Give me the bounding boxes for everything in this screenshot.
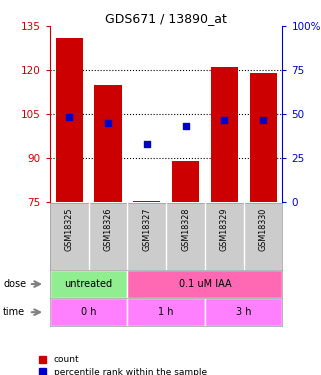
Point	[105, 120, 110, 126]
Bar	[249, 73, 277, 202]
Text: GSM18330: GSM18330	[259, 208, 268, 251]
Point	[183, 123, 188, 129]
Point	[66, 114, 72, 120]
Text: GSM18327: GSM18327	[142, 208, 151, 251]
Text: GSM18326: GSM18326	[103, 208, 112, 251]
Bar	[94, 85, 122, 202]
Text: time: time	[3, 307, 25, 317]
Text: dose: dose	[3, 279, 26, 289]
Bar	[50, 270, 127, 298]
Text: GSM18329: GSM18329	[220, 208, 229, 251]
Point	[222, 117, 227, 123]
Point	[144, 141, 149, 147]
Text: 0 h: 0 h	[81, 307, 96, 317]
Text: GSM18325: GSM18325	[65, 208, 74, 251]
Text: 3 h: 3 h	[236, 307, 251, 317]
Bar	[127, 298, 205, 326]
Bar	[50, 298, 127, 326]
Bar	[133, 201, 160, 202]
Bar	[56, 38, 83, 203]
Text: untreated: untreated	[65, 279, 113, 289]
Bar	[211, 68, 238, 203]
Bar	[172, 161, 199, 202]
Text: 0.1 uM IAA: 0.1 uM IAA	[178, 279, 231, 289]
Bar	[205, 298, 282, 326]
Bar	[127, 270, 282, 298]
Text: GSM18328: GSM18328	[181, 208, 190, 251]
Point	[261, 117, 266, 123]
Legend: count, percentile rank within the sample: count, percentile rank within the sample	[38, 355, 208, 375]
Text: 1 h: 1 h	[158, 307, 174, 317]
Title: GDS671 / 13890_at: GDS671 / 13890_at	[105, 12, 227, 25]
